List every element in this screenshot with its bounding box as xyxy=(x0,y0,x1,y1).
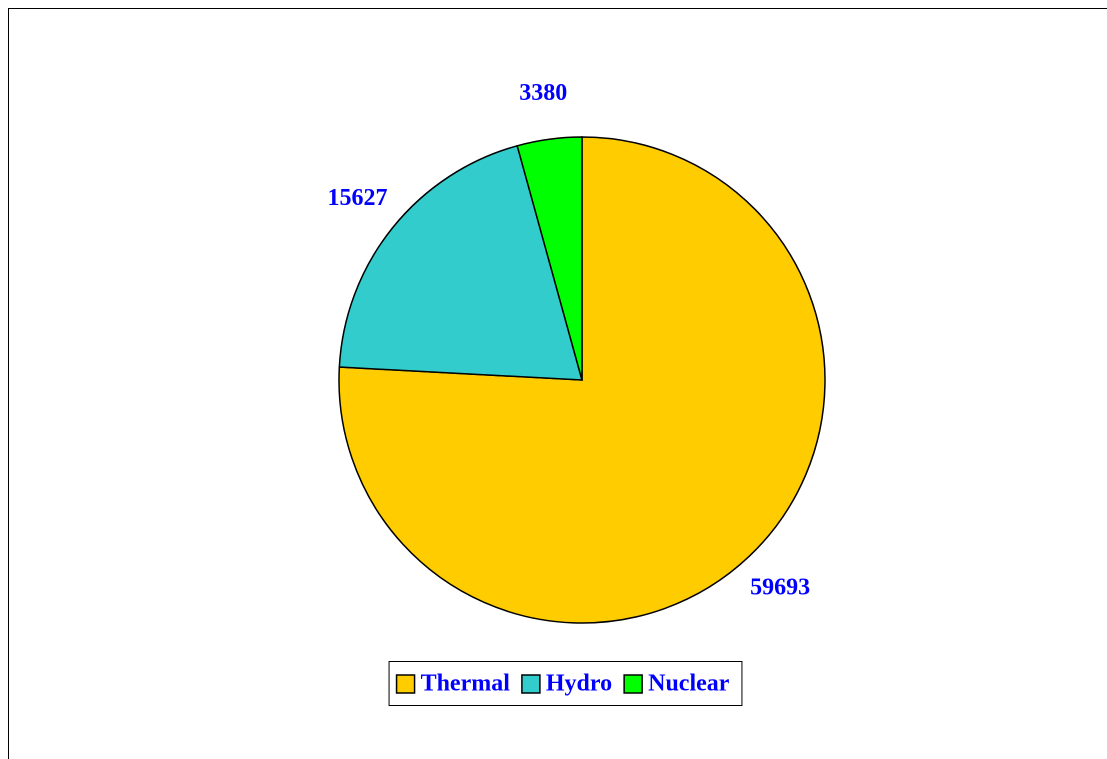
legend-label: Thermal xyxy=(421,671,511,697)
data-label: 15627 xyxy=(328,185,388,211)
legend-swatch xyxy=(395,674,416,694)
pie-slice xyxy=(338,136,826,624)
legend-box xyxy=(388,661,743,706)
pie-slice xyxy=(338,144,584,381)
legend-swatch xyxy=(521,674,541,694)
legend-label: Nuclear xyxy=(648,671,730,697)
legend-label: Hydro xyxy=(546,671,612,697)
data-label: 3380 xyxy=(519,80,567,106)
data-label: 59693 xyxy=(750,575,810,601)
pie-slice xyxy=(516,136,583,381)
legend-swatch xyxy=(623,674,643,694)
